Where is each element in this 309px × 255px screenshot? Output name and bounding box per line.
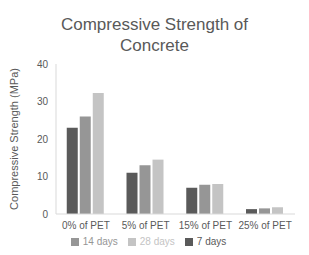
svg-text:25% of PET: 25% of PET xyxy=(238,220,291,231)
svg-text:30: 30 xyxy=(37,96,49,107)
svg-text:10: 10 xyxy=(37,171,49,182)
svg-text:5% of PET: 5% of PET xyxy=(122,220,170,231)
html-text:28 days: 28 days xyxy=(139,236,175,247)
svg-text:40: 40 xyxy=(37,59,49,70)
svg-text:0% of PET: 0% of PET xyxy=(62,220,110,231)
html-text:14 days: 14 days xyxy=(82,236,118,247)
svg-text:0: 0 xyxy=(42,209,48,220)
html-text:7 days: 7 days xyxy=(196,236,227,247)
svg-text:20: 20 xyxy=(37,134,49,145)
svg-text:15% of PET: 15% of PET xyxy=(179,220,232,231)
svg-text:Compressive Strength (MPa): Compressive Strength (MPa) xyxy=(8,68,20,210)
html-text:Compressive Strength of Concre: Compressive Strength of Concrete xyxy=(61,15,248,55)
